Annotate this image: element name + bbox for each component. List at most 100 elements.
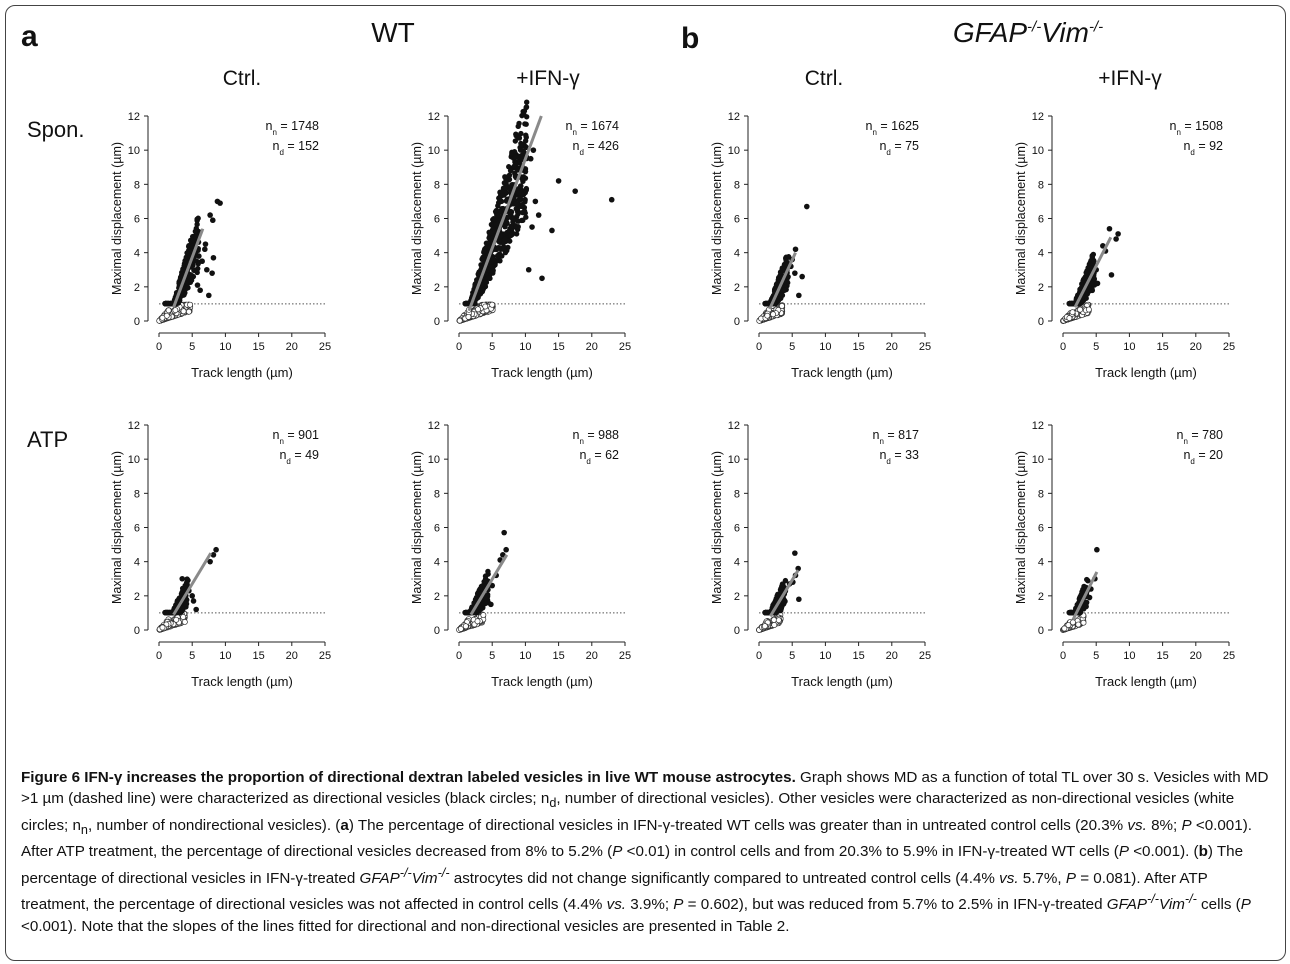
fit-line bbox=[1073, 236, 1113, 309]
directional-point bbox=[499, 189, 505, 195]
x-tick-label: 25 bbox=[319, 650, 331, 662]
directional-point bbox=[804, 203, 810, 210]
y-tick-label: 10 bbox=[1032, 145, 1044, 157]
non-directional-point bbox=[1066, 315, 1073, 322]
x-tick-label: 20 bbox=[1190, 341, 1202, 353]
directional-point bbox=[779, 265, 786, 271]
directional-point bbox=[490, 256, 496, 263]
y-tick-label: 0 bbox=[734, 625, 740, 637]
directional-point bbox=[1108, 272, 1115, 278]
directional-point bbox=[168, 609, 174, 616]
n-directional-label: nd = 62 bbox=[579, 448, 619, 466]
directional-point bbox=[488, 230, 494, 236]
directional-point bbox=[511, 163, 517, 170]
y-tick-label: 6 bbox=[1038, 214, 1044, 226]
row-label-spon: Spon. bbox=[27, 117, 85, 142]
directional-point bbox=[210, 254, 217, 261]
y-axis-label: Maximal displacement (µm) bbox=[110, 142, 124, 295]
directional-point bbox=[508, 209, 515, 215]
x-axis-label: Track length (µm) bbox=[791, 674, 893, 689]
x-axis-label: Track length (µm) bbox=[491, 674, 593, 689]
directional-point bbox=[197, 287, 203, 294]
x-tick-label: 20 bbox=[586, 341, 598, 353]
non-directional-point bbox=[159, 314, 166, 321]
fit-line bbox=[172, 228, 205, 308]
non-directional-point bbox=[1069, 309, 1076, 316]
y-tick-label: 10 bbox=[428, 454, 440, 466]
n-directional-label: nd = 92 bbox=[1183, 139, 1223, 157]
x-tick-label: 5 bbox=[789, 650, 795, 662]
column-header-wt-ifn: +IFN-γ bbox=[516, 67, 580, 90]
x-tick-label: 5 bbox=[489, 650, 495, 662]
fit-line bbox=[768, 252, 797, 310]
directional-point bbox=[495, 253, 501, 260]
non-directional-point bbox=[764, 312, 771, 319]
directional-point bbox=[185, 285, 191, 291]
directional-point bbox=[502, 175, 509, 181]
directional-point bbox=[779, 292, 786, 298]
x-tick-label: 5 bbox=[789, 341, 795, 353]
y-tick-label: 6 bbox=[734, 523, 740, 535]
directional-point bbox=[209, 217, 216, 224]
x-tick-label: 0 bbox=[756, 341, 762, 353]
non-directional-point bbox=[180, 614, 187, 620]
row-label-atp: ATP bbox=[27, 427, 69, 452]
directional-point bbox=[776, 296, 782, 302]
x-tick-label: 20 bbox=[286, 650, 298, 662]
directional-point bbox=[523, 134, 529, 140]
directional-point bbox=[194, 217, 200, 224]
x-tick-label: 15 bbox=[252, 341, 264, 353]
panel-a-group-title: WT bbox=[371, 17, 415, 48]
directional-point bbox=[555, 178, 562, 184]
x-tick-label: 20 bbox=[586, 650, 598, 662]
y-tick-label: 8 bbox=[434, 488, 440, 500]
y-tick-label: 10 bbox=[428, 145, 440, 157]
x-tick-label: 25 bbox=[919, 341, 931, 353]
non-directional-point bbox=[165, 307, 172, 314]
directional-point bbox=[477, 586, 484, 592]
point-cloud bbox=[756, 203, 810, 324]
non-directional-point bbox=[775, 617, 782, 624]
x-tick-label: 10 bbox=[219, 341, 231, 353]
directional-point bbox=[497, 198, 503, 204]
y-tick-label: 8 bbox=[1038, 179, 1044, 191]
y-tick-label: 0 bbox=[434, 316, 440, 328]
point-cloud bbox=[456, 529, 509, 633]
scatter-plots: 0 2 4 6 8 10 12 0 5 10 15 20 25 Track length (µm) Maxi… bbox=[110, 99, 1235, 689]
directional-point bbox=[481, 248, 487, 254]
non-directional-point bbox=[465, 313, 472, 320]
directional-point bbox=[503, 546, 509, 553]
directional-point bbox=[515, 190, 522, 196]
y-axis-label: Maximal displacement (µm) bbox=[110, 451, 124, 604]
non-directional-point bbox=[474, 618, 481, 625]
x-axis-label: Track length (µm) bbox=[191, 365, 293, 380]
directional-point bbox=[517, 147, 524, 153]
x-tick-label: 5 bbox=[489, 341, 495, 353]
directional-point bbox=[535, 212, 542, 218]
directional-point bbox=[207, 212, 213, 218]
non-directional-point bbox=[770, 311, 777, 318]
x-tick-label: 25 bbox=[319, 341, 331, 353]
non-directional-point bbox=[172, 307, 179, 314]
x-tick-label: 0 bbox=[456, 341, 462, 353]
directional-point bbox=[512, 154, 519, 161]
y-tick-label: 6 bbox=[734, 214, 740, 226]
y-tick-label: 4 bbox=[434, 248, 440, 260]
x-tick-label: 25 bbox=[619, 650, 631, 662]
directional-point bbox=[501, 236, 508, 243]
directional-point bbox=[497, 233, 504, 239]
directional-point bbox=[519, 209, 526, 216]
directional-point bbox=[483, 578, 489, 584]
y-tick-label: 2 bbox=[434, 591, 440, 603]
n-directional-label: nd = 152 bbox=[272, 139, 319, 157]
y-tick-label: 12 bbox=[728, 420, 740, 432]
n-nondirectional-label: nn = 1674 bbox=[566, 119, 620, 137]
directional-point bbox=[792, 270, 798, 276]
y-tick-label: 4 bbox=[134, 557, 140, 569]
x-tick-label: 0 bbox=[1060, 341, 1066, 353]
directional-point bbox=[532, 198, 539, 205]
directional-point bbox=[485, 267, 491, 273]
